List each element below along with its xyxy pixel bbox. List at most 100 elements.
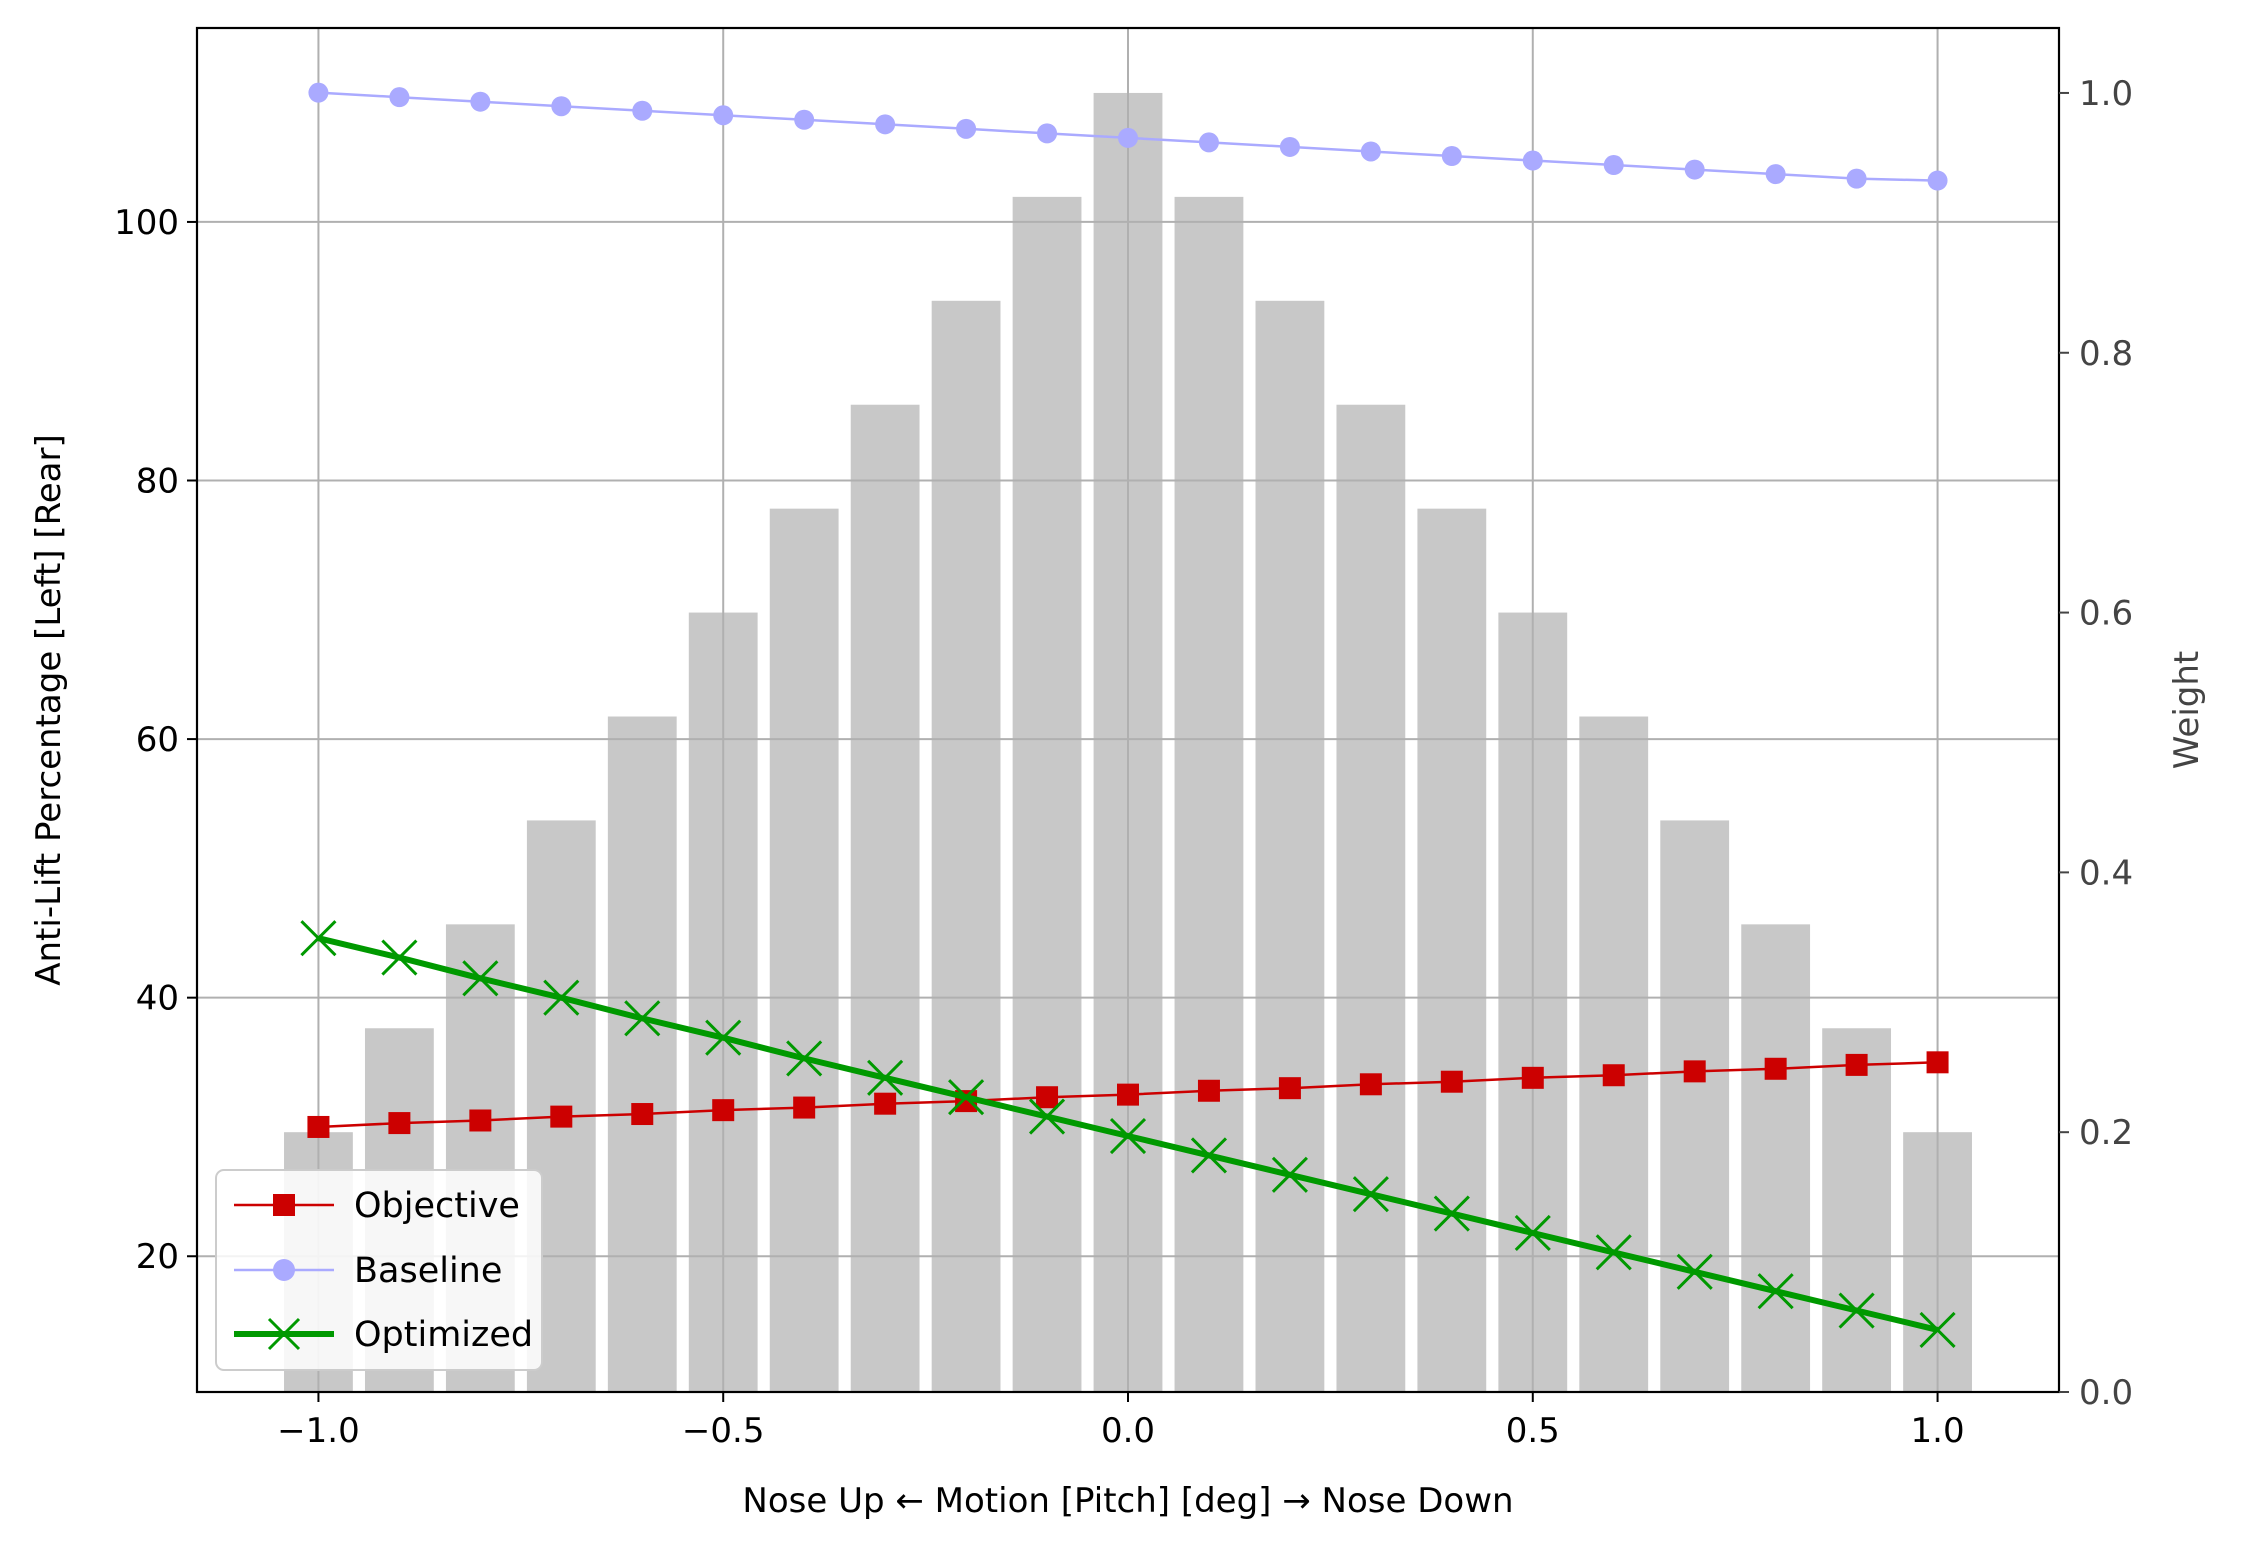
- data-point: [1441, 145, 1462, 166]
- data-point: [543, 979, 580, 1016]
- data-point: [1198, 132, 1219, 153]
- x-axis-title: Nose Up ← Motion [Pitch] [deg] → Nose Do…: [742, 1481, 1513, 1521]
- data-point: [1433, 1195, 1470, 1232]
- data-point: [948, 1079, 985, 1116]
- data-point: [389, 87, 410, 108]
- y-right-tick-label: 0.8: [2079, 334, 2133, 374]
- data-point: [793, 1096, 816, 1119]
- data-point: [1190, 1137, 1228, 1174]
- data-point: [300, 920, 337, 957]
- data-point: [1683, 1060, 1706, 1083]
- data-point: [388, 1112, 411, 1135]
- data-point: [1440, 1070, 1463, 1093]
- weight-bar: [1741, 924, 1811, 1392]
- y-left-tick-label: 100: [114, 203, 179, 243]
- y-left-tick-label: 60: [136, 720, 179, 760]
- data-point: [308, 82, 329, 103]
- data-point: [705, 1019, 742, 1056]
- legend-square-marker: [273, 1194, 295, 1216]
- weight-bar: [1822, 1028, 1892, 1392]
- data-point: [381, 939, 418, 976]
- weight-bar: [1255, 300, 1325, 1392]
- data-point: [1846, 168, 1867, 189]
- data-point: [713, 105, 734, 126]
- weight-bar: [607, 716, 677, 1392]
- legend-label-optimized: Optimized: [354, 1315, 533, 1355]
- data-point: [1109, 1117, 1147, 1155]
- weight-bar: [1579, 716, 1649, 1392]
- data-point: [1271, 1156, 1308, 1193]
- data-point: [632, 100, 653, 121]
- data-point: [1919, 1311, 1956, 1349]
- x-tick-label: 0.0: [1101, 1411, 1155, 1451]
- data-point: [1352, 1176, 1389, 1213]
- data-point: [1028, 1098, 1066, 1135]
- data-point: [1037, 123, 1058, 144]
- data-point: [1360, 141, 1381, 162]
- data-point: [307, 1115, 330, 1138]
- x-tick-label: −0.5: [682, 1411, 765, 1451]
- data-point: [1118, 127, 1138, 148]
- data-point: [1676, 1253, 1713, 1290]
- data-point: [1036, 1086, 1059, 1109]
- y-right-tick-label: 0.6: [2079, 594, 2133, 634]
- y-left-tick-label: 80: [136, 462, 179, 502]
- data-point: [1521, 1066, 1544, 1089]
- legend-item-objective: Objective: [234, 1186, 520, 1226]
- y-axis-title-right: Weight: [2167, 651, 2207, 769]
- data-point: [462, 960, 499, 997]
- weight-bar: [1660, 820, 1730, 1392]
- data-point: [1764, 1057, 1787, 1080]
- y-right-tick-label: 0.0: [2079, 1373, 2133, 1413]
- data-point: [1926, 1051, 1949, 1074]
- data-point: [1602, 1064, 1625, 1087]
- y-left-tick-label: 40: [136, 979, 179, 1019]
- legend-label-objective: Objective: [354, 1186, 520, 1226]
- legend-label-baseline: Baseline: [354, 1251, 502, 1291]
- data-point: [1765, 164, 1786, 185]
- y-right-tick-label: 0.2: [2079, 1113, 2133, 1153]
- axis-ticks: −1.0 −0.5 0.0 0.5 1.0 20 40 60 80 100 0.0 0.2 0.4 0.6…: [114, 74, 2133, 1451]
- legend-circle-marker: [273, 1259, 295, 1281]
- data-point: [550, 1105, 573, 1128]
- data-point: [1684, 159, 1705, 180]
- data-point: [1757, 1273, 1794, 1310]
- data-point: [1845, 1053, 1868, 1076]
- data-point: [1278, 1077, 1301, 1100]
- data-point: [956, 118, 977, 139]
- data-point: [631, 1103, 654, 1126]
- data-point: [470, 91, 491, 112]
- weight-bar: [931, 300, 1001, 1392]
- x-tick-label: 0.5: [1506, 1411, 1560, 1451]
- data-point: [1522, 150, 1543, 171]
- weight-bars: [284, 92, 1972, 1393]
- data-point: [874, 1092, 897, 1115]
- data-point: [867, 1059, 904, 1096]
- data-point: [875, 114, 896, 135]
- weight-bar: [1336, 404, 1406, 1392]
- legend-item-baseline: Baseline: [234, 1251, 502, 1291]
- series-lines: [300, 82, 1956, 1349]
- data-point: [1514, 1214, 1551, 1252]
- data-point: [1595, 1234, 1632, 1271]
- data-point: [551, 96, 572, 117]
- data-point: [1838, 1292, 1875, 1329]
- legend-item-optimized: Optimized: [234, 1315, 533, 1355]
- weight-bar: [769, 508, 839, 1393]
- data-point: [624, 1000, 661, 1037]
- data-point: [1359, 1073, 1382, 1096]
- weight-bar: [1012, 196, 1082, 1392]
- data-point: [794, 109, 815, 130]
- legend: Objective Baseline Optimized: [215, 1169, 543, 1371]
- y-right-tick-label: 1.0: [2079, 74, 2133, 114]
- weight-bar: [1417, 508, 1487, 1393]
- y-right-tick-label: 0.4: [2079, 853, 2133, 893]
- legend-x-marker: [267, 1317, 301, 1351]
- data-point: [1197, 1079, 1220, 1102]
- x-tick-label: −1.0: [277, 1411, 360, 1451]
- y-axis-title-left: Anti-Lift Percentage [Left] [Rear]: [29, 434, 69, 986]
- data-point: [1117, 1083, 1139, 1106]
- data-point: [712, 1099, 735, 1122]
- x-tick-label: 1.0: [1911, 1411, 1965, 1451]
